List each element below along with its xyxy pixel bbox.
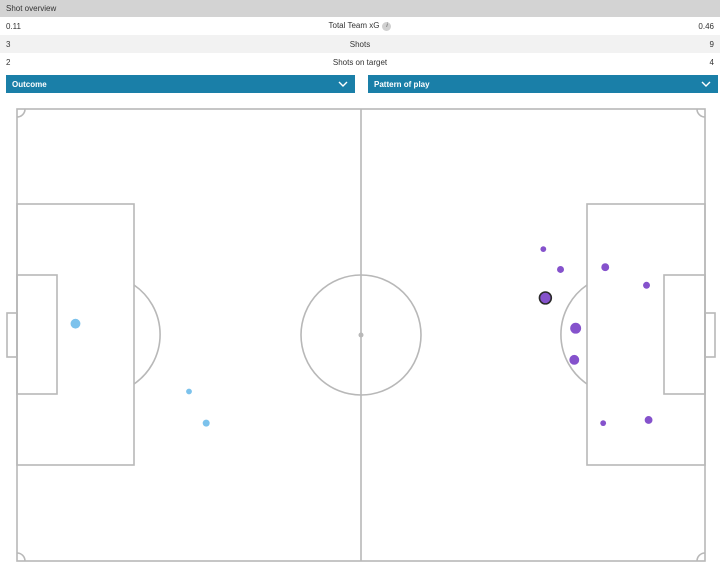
home-shot-marker[interactable]: [70, 318, 81, 329]
away-shots-value: 9: [709, 39, 714, 49]
away-shot-marker[interactable]: [540, 246, 547, 253]
away-shot-marker[interactable]: [644, 416, 653, 424]
home-shots-on-target-value: 2: [6, 57, 11, 67]
home-shots-value: 3: [6, 39, 11, 49]
away-shot-marker[interactable]: [538, 291, 553, 305]
away-shots-on-target-value: 4: [709, 57, 714, 67]
away-shot-marker[interactable]: [601, 263, 610, 272]
stat-row-shots: 3 Shots 9: [0, 35, 720, 53]
left-six-yard-box: [16, 274, 58, 395]
stat-row-xg: 0.11 Total Team xG i 0.46: [0, 17, 720, 35]
stat-row-shots-on-target: 2 Shots on target 4: [0, 53, 720, 71]
chevron-down-icon: [701, 81, 711, 87]
info-icon[interactable]: i: [382, 21, 392, 31]
right-penalty-arc: [560, 284, 588, 385]
right-penalty-area: [586, 203, 706, 466]
home-xg-value: 0.11: [6, 21, 21, 31]
header-title: Shot overview: [6, 4, 57, 13]
stat-label-shots: Shots: [349, 39, 371, 49]
outcome-dropdown-label: Outcome: [12, 79, 47, 89]
pattern-of-play-dropdown[interactable]: Pattern of play: [368, 75, 718, 93]
corner-arc-top-left: [16, 108, 26, 118]
center-spot: [358, 332, 364, 338]
center-circle: [300, 274, 422, 396]
corner-arc-bottom-left: [16, 552, 26, 562]
away-xg-value: 0.46: [698, 21, 714, 31]
left-penalty-arc: [133, 284, 161, 385]
stat-label-xg: Total Team xG: [328, 21, 380, 31]
home-shot-marker[interactable]: [186, 388, 192, 395]
away-shot-marker[interactable]: [569, 354, 580, 365]
pattern-of-play-dropdown-label: Pattern of play: [374, 79, 430, 89]
pitch-lines: [6, 108, 716, 562]
corner-arc-bottom-right: [696, 552, 706, 562]
stat-label-shots-on-target: Shots on target: [332, 57, 388, 67]
corner-arc-top-right: [696, 108, 706, 118]
outcome-dropdown[interactable]: Outcome: [6, 75, 355, 93]
right-goal: [704, 312, 716, 358]
football-pitch: [6, 108, 716, 562]
left-penalty-area: [16, 203, 135, 466]
away-shot-marker[interactable]: [600, 420, 607, 427]
left-goal: [6, 312, 18, 358]
home-shot-marker[interactable]: [202, 419, 210, 427]
away-shot-marker[interactable]: [557, 265, 565, 273]
shot-overview-header: Shot overview: [0, 0, 720, 17]
away-shot-marker[interactable]: [643, 281, 651, 289]
shot-markers: [70, 246, 653, 427]
right-six-yard-box: [663, 274, 706, 395]
chevron-down-icon: [338, 81, 348, 87]
away-shot-marker[interactable]: [570, 322, 582, 334]
